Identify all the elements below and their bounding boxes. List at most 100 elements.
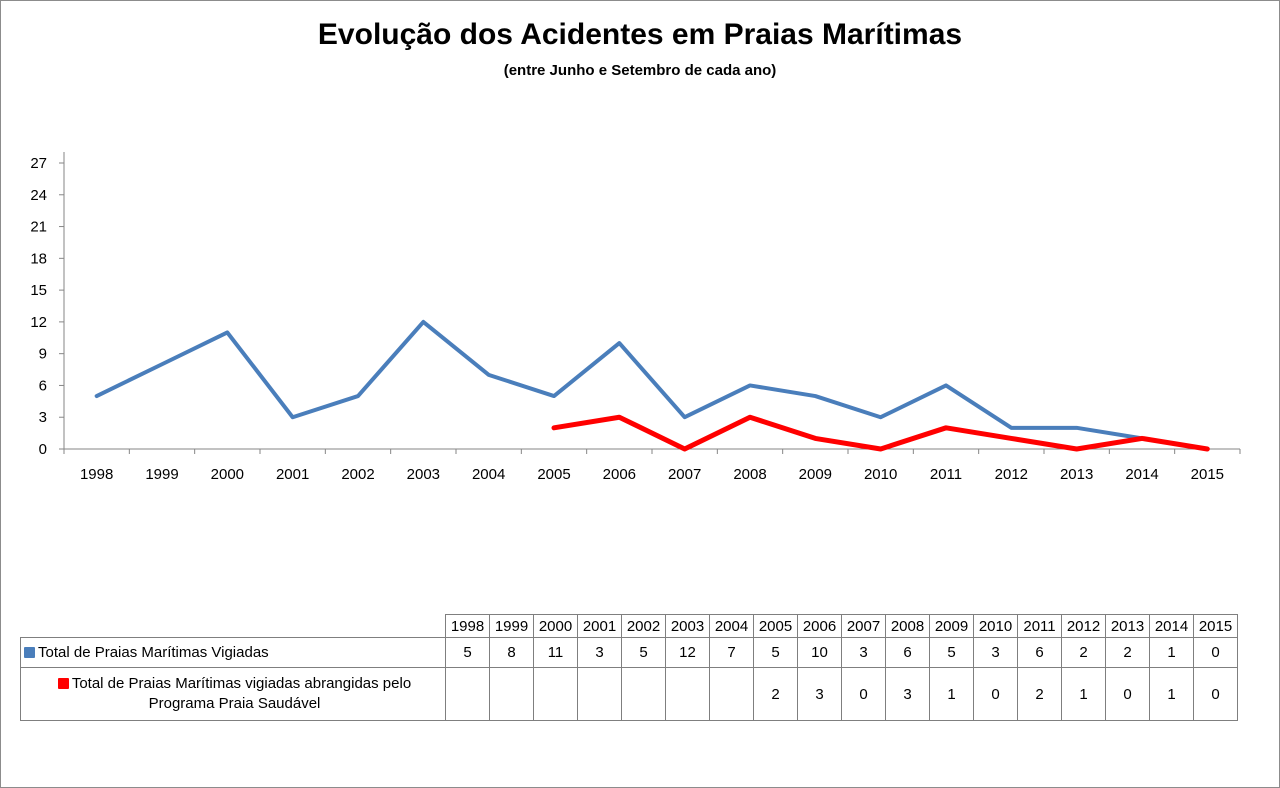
table-cell-value: 0 [841, 667, 886, 721]
chart-title: Evolução dos Acidentes em Praias Marítim… [317, 18, 963, 51]
x-tick-label: 2002 [341, 466, 374, 483]
legend-key-icon [57, 678, 69, 689]
y-tick-label: 12 [30, 314, 47, 331]
data-point [879, 416, 882, 419]
series-legend-label: Total de Praias Marítimas vigiadas abran… [20, 667, 446, 721]
data-point [1075, 448, 1078, 450]
data-point [1075, 426, 1078, 429]
table-cell-value: 6 [1017, 637, 1062, 668]
x-tick-label: 2014 [1125, 466, 1158, 483]
y-tick-label: 0 [39, 441, 47, 458]
data-table: 1998 1999 2000 2001 2002 2003 2004 2005 2006 2007… [20, 614, 1238, 721]
data-point [618, 416, 621, 419]
legend-key-icon [24, 647, 35, 658]
data-point [749, 384, 751, 387]
table-cell-value: 3 [973, 637, 1018, 668]
data-point [945, 384, 947, 387]
table-cell-value [621, 667, 666, 721]
legend-label-line: Programa Praia Saudável [148, 695, 321, 712]
data-point [487, 373, 490, 376]
data-point [749, 416, 751, 419]
y-tick-label: 15 [30, 282, 47, 299]
table-cell-value: 1 [1149, 667, 1194, 721]
line-chart: 0 3 6 9 12 15 18 21 24 27 1998 1999 2000 2001 2002 2003… [30, 152, 1241, 483]
table-cell-value: 5 [621, 637, 666, 668]
x-tick-label: 2012 [995, 466, 1028, 483]
data-point [226, 331, 229, 334]
y-tick-label: 21 [30, 219, 47, 236]
y-tick-label: 18 [30, 250, 47, 267]
data-point [814, 395, 817, 398]
x-tick-label: 1998 [80, 466, 113, 483]
y-tick-label: 24 [30, 187, 47, 204]
x-tick-label: 2005 [537, 466, 570, 483]
table-cell-value: 0 [1193, 667, 1238, 721]
table-cell-value: 5 [929, 637, 974, 668]
x-tick-label: 2004 [472, 466, 505, 483]
table-cell-value: 11 [533, 637, 578, 668]
data-point [357, 395, 359, 398]
table-header-year: 2015 [1193, 614, 1238, 638]
x-tick-label: 2007 [668, 466, 701, 483]
x-tick-label: 2001 [276, 466, 309, 483]
table-cell-value: 7 [709, 637, 754, 668]
table-cell-value: 5 [445, 637, 490, 668]
table-cell-value: 3 [841, 637, 886, 668]
table-cell-value: 2 [1105, 637, 1150, 668]
table-header-year: 2003 [665, 614, 710, 638]
table-cell-value: 1 [929, 667, 974, 721]
table-header-year: 2008 [885, 614, 930, 638]
data-point [161, 363, 163, 366]
table-cell-value: 3 [885, 667, 930, 721]
table-header-year: 2009 [929, 614, 974, 638]
table-cell-value: 5 [753, 637, 798, 668]
x-tick-label: 2000 [211, 466, 244, 483]
table-header-year: 2002 [621, 614, 666, 638]
x-tick-label: 2010 [864, 466, 897, 483]
table-cell-value [445, 667, 490, 721]
x-tick-label: 2006 [603, 466, 636, 483]
table-cell-value [709, 667, 754, 721]
x-tick-label: 1999 [145, 466, 178, 483]
table-cell-value: 3 [577, 637, 622, 668]
data-point [618, 342, 621, 345]
data-point [683, 416, 686, 419]
table-row: Total de Praias Marítimas vigiadas abran… [20, 667, 1238, 721]
x-tick-label: 2011 [930, 466, 962, 483]
table-header-year: 2011 [1017, 614, 1062, 638]
table-cell-value: 1 [1061, 667, 1106, 721]
table-header-year: 2005 [753, 614, 798, 638]
x-tick-label: 2013 [1060, 466, 1093, 483]
y-tick-label: 27 [30, 155, 47, 172]
data-point [95, 395, 98, 398]
table-header-year: 2014 [1149, 614, 1194, 638]
chart-subtitle: (entre Junho e Setembro de cada ano) [503, 62, 777, 79]
series-legend-label: Total de Praias Marítimas Vigiadas [20, 637, 446, 668]
table-cell-value [489, 667, 534, 721]
data-point [553, 395, 555, 398]
legend-label: Total de Praias Marítimas Vigiadas [38, 644, 269, 661]
table-header-year: 2004 [709, 614, 754, 638]
table-cell-value: 2 [1017, 667, 1062, 721]
data-point [945, 426, 947, 429]
table-header-year: 2010 [973, 614, 1018, 638]
data-point [814, 437, 817, 440]
legend-label-line: Total de Praias Marítimas vigiadas abran… [71, 675, 412, 692]
series-line-1 [94, 319, 1210, 451]
x-tick-label: 2015 [1191, 466, 1224, 483]
data-point [553, 426, 555, 429]
x-tick-label: 2008 [733, 466, 766, 483]
data-point [1141, 437, 1143, 440]
table-cell-value: 10 [797, 637, 842, 668]
data-point [1206, 448, 1209, 450]
table-header-year: 2012 [1061, 614, 1106, 638]
table-header-year: 2007 [841, 614, 886, 638]
data-point [1010, 426, 1013, 429]
table-header-row: 1998 1999 2000 2001 2002 2003 2004 2005 2006 2007… [21, 614, 1238, 638]
x-tick-label: 2003 [407, 466, 440, 483]
table-cell-value: 2 [1061, 637, 1106, 668]
table-header-year: 1999 [489, 614, 534, 638]
y-tick-label: 9 [39, 346, 47, 363]
table-cell-value: 1 [1149, 637, 1194, 668]
table-cell-value: 2 [753, 667, 798, 721]
